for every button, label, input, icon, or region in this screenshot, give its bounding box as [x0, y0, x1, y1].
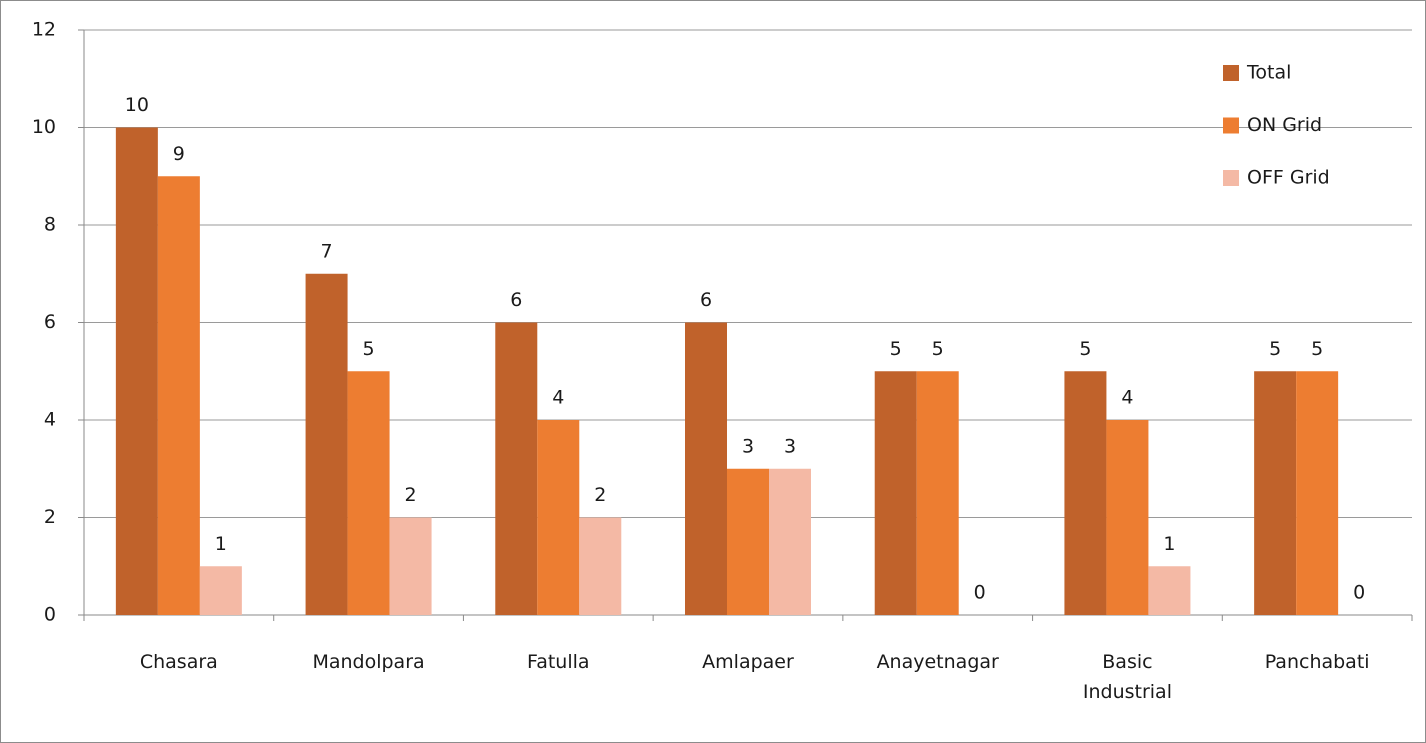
data-label: 6 [510, 289, 522, 311]
x-tick-label: Anayetnagar [876, 651, 999, 673]
y-tick-label: 12 [32, 19, 56, 41]
bar [1296, 371, 1339, 615]
data-label: 0 [1353, 582, 1365, 604]
legend-swatch [1223, 170, 1239, 186]
bar [727, 468, 769, 615]
legend-swatch [1223, 65, 1239, 81]
y-tick-label: 0 [44, 604, 56, 626]
y-tick-label: 4 [44, 409, 56, 431]
y-tick-label: 2 [44, 506, 56, 528]
bar [1254, 371, 1297, 615]
data-label: 5 [363, 338, 375, 360]
legend-label: OFF Grid [1247, 167, 1330, 189]
data-label: 1 [1163, 533, 1175, 555]
legend-label: ON Grid [1247, 114, 1322, 136]
data-label: 0 [974, 582, 986, 604]
bar [916, 371, 959, 615]
bar [769, 468, 811, 615]
data-label: 6 [700, 289, 712, 311]
y-tick-label: 10 [32, 116, 56, 138]
x-tick-label: Basic Industrial [1082, 651, 1172, 703]
x-tick-label: Chasara [139, 651, 218, 673]
data-label: 9 [173, 143, 185, 165]
bar [1064, 371, 1107, 615]
bar [115, 127, 158, 615]
data-label: 2 [405, 484, 417, 506]
data-label: 4 [552, 387, 564, 409]
x-tick-label: Amlapaer [702, 651, 794, 673]
bar [305, 273, 348, 615]
legend-swatch [1223, 117, 1239, 134]
bar [157, 176, 200, 615]
x-tick-label: Mandolpara [312, 651, 425, 673]
data-label: 5 [890, 338, 902, 360]
data-label: 5 [1269, 338, 1281, 360]
legend-label: Total [1246, 62, 1291, 84]
data-label: 5 [932, 338, 944, 360]
data-label: 10 [125, 94, 149, 116]
data-label: 2 [594, 484, 606, 506]
x-tick-label: Panchabati [1264, 651, 1370, 673]
bar [389, 517, 432, 615]
bar [495, 322, 538, 615]
bar [1106, 420, 1149, 615]
data-label: 4 [1121, 387, 1133, 409]
bar [874, 371, 917, 615]
data-label: 5 [1079, 338, 1091, 360]
y-tick-label: 8 [44, 214, 56, 236]
data-label: 3 [784, 435, 796, 457]
data-label: 3 [742, 435, 754, 457]
bar [1148, 566, 1191, 615]
data-label: 5 [1311, 338, 1323, 360]
bar [579, 517, 622, 615]
data-label: 1 [215, 533, 227, 555]
bar [537, 420, 580, 615]
y-tick-label: 6 [44, 311, 56, 333]
data-label: 7 [321, 240, 333, 262]
bar [347, 371, 390, 615]
bar [685, 322, 727, 615]
bar [199, 566, 242, 615]
x-tick-label: Fatulla [527, 651, 590, 673]
